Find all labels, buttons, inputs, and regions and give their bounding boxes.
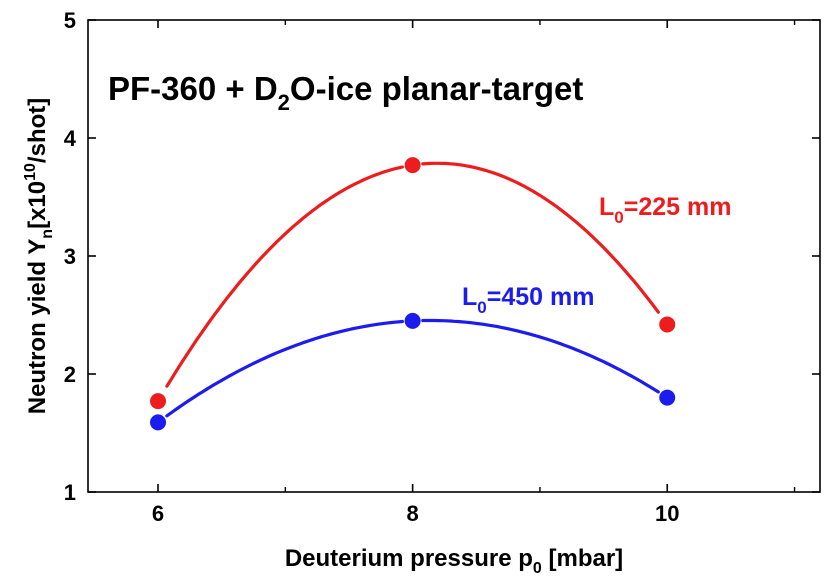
- y-tick-label: 3: [64, 244, 76, 269]
- series-label-l225: L0=225 mm: [599, 193, 731, 227]
- data-point-1: [150, 414, 167, 431]
- x-axis-title: Deuterium pressure p0 [mbar]: [285, 545, 623, 577]
- y-tick-label: 5: [64, 8, 76, 33]
- data-point-1: [404, 312, 421, 329]
- data-point-0: [659, 316, 676, 333]
- x-tick-label: 10: [655, 501, 679, 526]
- series-line-1: [165, 319, 404, 418]
- series-line-0: [165, 165, 404, 388]
- series-group: [150, 157, 676, 431]
- series-line-0: [421, 161, 660, 314]
- data-point-0: [404, 157, 421, 174]
- series-line-1: [421, 318, 660, 394]
- data-point-0: [150, 393, 167, 410]
- x-tick-label: 6: [152, 501, 164, 526]
- series-label-l450: L0=450 mm: [462, 283, 594, 317]
- y-tick-label: 2: [64, 362, 76, 387]
- ticks: 1 2 3 4 5 6 8 10: [64, 8, 820, 526]
- chart-title: PF-360 + D2O-ice planar-target: [108, 70, 583, 115]
- data-point-1: [659, 389, 676, 406]
- y-tick-label: 4: [64, 126, 77, 151]
- y-axis-title: Neutron yield Yn[x1010/shot]: [22, 98, 56, 415]
- y-tick-label: 1: [64, 480, 76, 505]
- x-tick-label: 8: [407, 501, 419, 526]
